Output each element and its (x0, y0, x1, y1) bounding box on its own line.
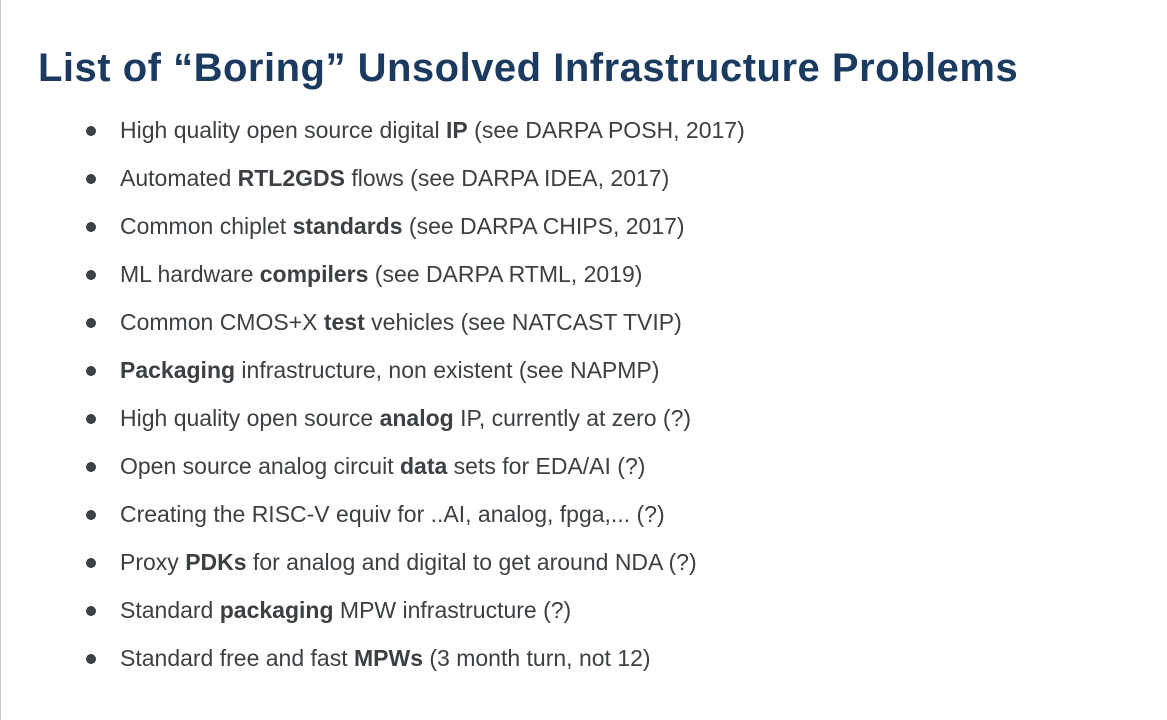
bullet-text: Standard packaging MPW infrastructure (?… (120, 597, 572, 623)
bullet-text: High quality open source digital IP (see… (120, 117, 745, 143)
list-item: Common CMOS+X test vehicles (see NATCAST… (1, 307, 1167, 355)
bullet-dot-icon (86, 174, 96, 184)
bullet-dot-icon (86, 126, 96, 136)
bullet-dot-icon (86, 654, 96, 664)
list-item: ML hardware compilers (see DARPA RTML, 2… (1, 259, 1167, 307)
bullet-text: Creating the RISC-V equiv for ..AI, anal… (120, 501, 665, 527)
list-item: Open source analog circuit data sets for… (1, 451, 1167, 499)
list-item: Common chiplet standards (see DARPA CHIP… (1, 211, 1167, 259)
bullet-dot-icon (86, 222, 96, 232)
list-item: Creating the RISC-V equiv for ..AI, anal… (1, 499, 1167, 547)
bullet-list: High quality open source digital IP (see… (1, 115, 1167, 691)
bullet-text: Common CMOS+X test vehicles (see NATCAST… (120, 309, 682, 335)
bullet-text: Common chiplet standards (see DARPA CHIP… (120, 213, 685, 239)
bullet-dot-icon (86, 414, 96, 424)
bullet-text: Automated RTL2GDS flows (see DARPA IDEA,… (120, 165, 670, 191)
bullet-text: Proxy PDKs for analog and digital to get… (120, 549, 697, 575)
list-item: Proxy PDKs for analog and digital to get… (1, 547, 1167, 595)
bullet-dot-icon (86, 366, 96, 376)
bullet-text: Open source analog circuit data sets for… (120, 453, 646, 479)
bullet-dot-icon (86, 510, 96, 520)
bullet-text: ML hardware compilers (see DARPA RTML, 2… (120, 261, 643, 287)
bullet-text: Packaging infrastructure, non existent (… (120, 357, 660, 383)
list-item: Packaging infrastructure, non existent (… (1, 355, 1167, 403)
bullet-dot-icon (86, 558, 96, 568)
bullet-dot-icon (86, 462, 96, 472)
list-item: High quality open source analog IP, curr… (1, 403, 1167, 451)
list-item: Automated RTL2GDS flows (see DARPA IDEA,… (1, 163, 1167, 211)
list-item: Standard packaging MPW infrastructure (?… (1, 595, 1167, 643)
bullet-dot-icon (86, 606, 96, 616)
bullet-dot-icon (86, 270, 96, 280)
list-item: High quality open source digital IP (see… (1, 115, 1167, 163)
bullet-text: Standard free and fast MPWs (3 month tur… (120, 645, 651, 671)
page-title: List of “Boring” Unsolved Infrastructure… (38, 46, 1019, 90)
bullet-text: High quality open source analog IP, curr… (120, 405, 692, 431)
list-item: Standard free and fast MPWs (3 month tur… (1, 643, 1167, 691)
bullet-dot-icon (86, 318, 96, 328)
